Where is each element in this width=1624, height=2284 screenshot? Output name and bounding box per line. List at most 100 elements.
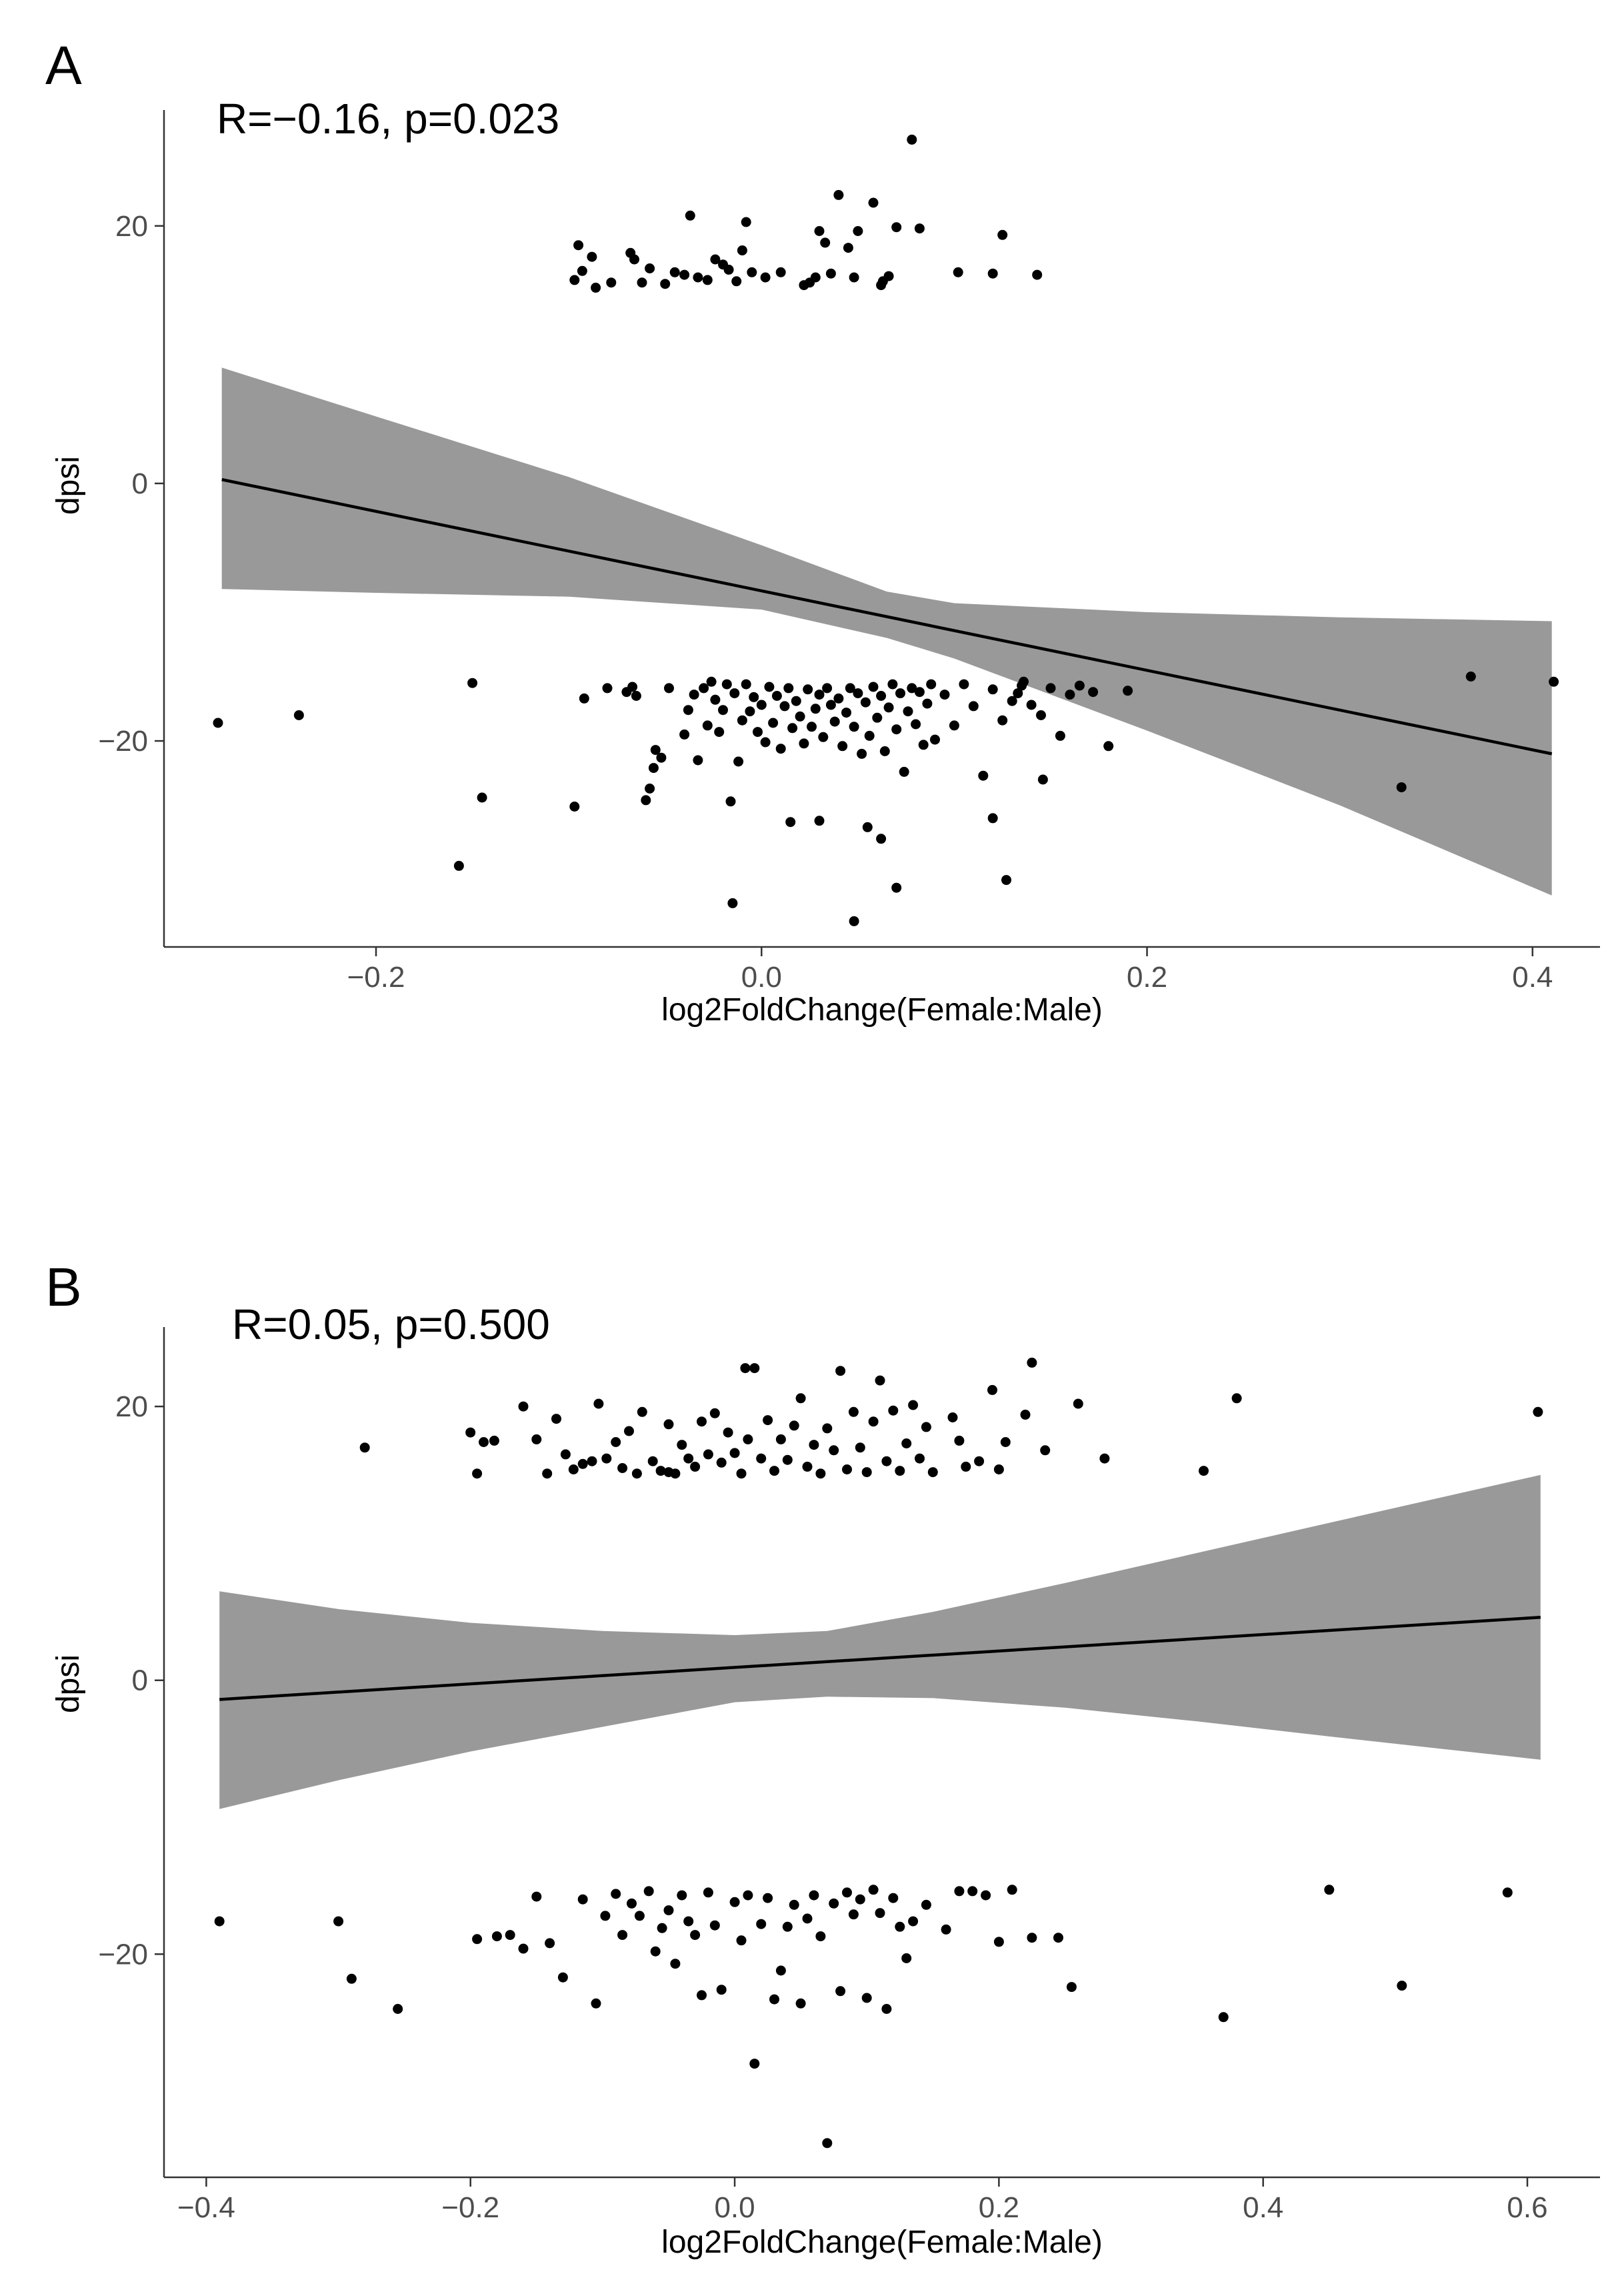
data-point (725, 796, 736, 807)
data-point (601, 1453, 612, 1464)
data-point (785, 817, 796, 828)
data-point (747, 267, 757, 277)
data-point (829, 1898, 839, 1909)
data-point (1123, 686, 1133, 696)
data-point (1040, 1445, 1051, 1456)
data-point (802, 1913, 813, 1924)
data-point (702, 275, 713, 285)
data-point (809, 1440, 819, 1450)
data-point (643, 1886, 654, 1897)
data-point (849, 272, 859, 283)
data-point (961, 1461, 971, 1472)
data-point (883, 271, 894, 281)
data-point (587, 1456, 597, 1466)
data-point (1036, 710, 1046, 720)
data-point (683, 1453, 694, 1464)
data-point (645, 263, 655, 273)
data-point (627, 1898, 637, 1909)
data-point (479, 1437, 489, 1447)
data-point (1088, 687, 1099, 698)
panel-b-y-axis-title: dpsi (51, 1654, 86, 1713)
data-point (764, 682, 775, 692)
panel-a-points (213, 134, 1559, 926)
data-point (881, 2004, 892, 2014)
data-point (1549, 676, 1559, 687)
data-point (849, 916, 859, 926)
data-point (634, 1911, 645, 1921)
panel-a-y-tick-label-2: 20 (115, 210, 148, 243)
data-point (593, 1398, 604, 1409)
panel-b-x-tick-label-0: −0.4 (177, 2191, 235, 2224)
data-point (901, 1438, 912, 1448)
data-point (716, 1985, 727, 1995)
data-point (756, 1919, 767, 1929)
data-point (551, 1414, 561, 1424)
data-point (663, 1419, 674, 1430)
data-point (1019, 676, 1029, 687)
data-point (895, 688, 905, 699)
data-point (763, 1893, 773, 1903)
data-point (472, 1468, 483, 1479)
data-point (693, 272, 703, 283)
data-point (617, 1463, 628, 1473)
data-point (1065, 690, 1075, 700)
data-point (899, 766, 909, 777)
data-point (954, 1886, 965, 1897)
data-point (791, 696, 801, 706)
data-point (573, 240, 584, 251)
data-point (1007, 1885, 1017, 1895)
data-point (876, 834, 887, 844)
data-point (1103, 741, 1114, 752)
data-point (756, 700, 767, 710)
data-point (820, 237, 831, 248)
data-point (736, 1468, 747, 1479)
data-point (1099, 1453, 1110, 1464)
data-point (769, 1466, 779, 1476)
data-point (736, 1935, 747, 1946)
data-point (624, 1426, 634, 1436)
data-point (814, 816, 825, 826)
data-point (795, 1998, 806, 2009)
data-point (763, 1415, 773, 1426)
data-point (978, 770, 989, 781)
data-point (829, 716, 840, 727)
data-point (706, 676, 717, 687)
panel-a-confidence-band (221, 367, 1552, 896)
data-point (855, 1442, 865, 1453)
data-point (903, 706, 913, 717)
data-point (740, 1363, 751, 1374)
data-point (545, 1938, 555, 1949)
panel-a-y-tick-label-0: −20 (98, 725, 148, 758)
data-point (841, 708, 851, 718)
data-point (723, 264, 734, 275)
data-point (818, 732, 829, 742)
data-point (915, 1453, 925, 1464)
data-point (849, 722, 859, 732)
data-point (822, 683, 833, 694)
data-point (1026, 700, 1037, 710)
data-point (617, 1930, 628, 1941)
data-point (901, 1953, 912, 1963)
panel-a-y-tick-label-1: 0 (132, 467, 148, 500)
data-point (1396, 782, 1407, 793)
data-point (733, 756, 744, 767)
data-point (783, 683, 794, 694)
data-point (895, 1466, 905, 1476)
data-point (782, 1454, 793, 1465)
data-point (789, 1899, 799, 1910)
data-point (953, 267, 963, 277)
data-point (775, 267, 786, 277)
data-point (606, 277, 617, 288)
data-point (922, 698, 933, 709)
data-point (669, 267, 680, 277)
data-point (577, 1894, 588, 1905)
data-point (718, 705, 728, 716)
data-point (921, 1899, 931, 1910)
panel-a-annotation: R=−0.16, p=0.023 (217, 95, 559, 143)
data-point (1032, 269, 1043, 280)
data-point (795, 1393, 806, 1404)
data-point (829, 1445, 839, 1456)
data-point (737, 715, 747, 726)
data-point (477, 792, 487, 803)
data-point (703, 1449, 713, 1460)
